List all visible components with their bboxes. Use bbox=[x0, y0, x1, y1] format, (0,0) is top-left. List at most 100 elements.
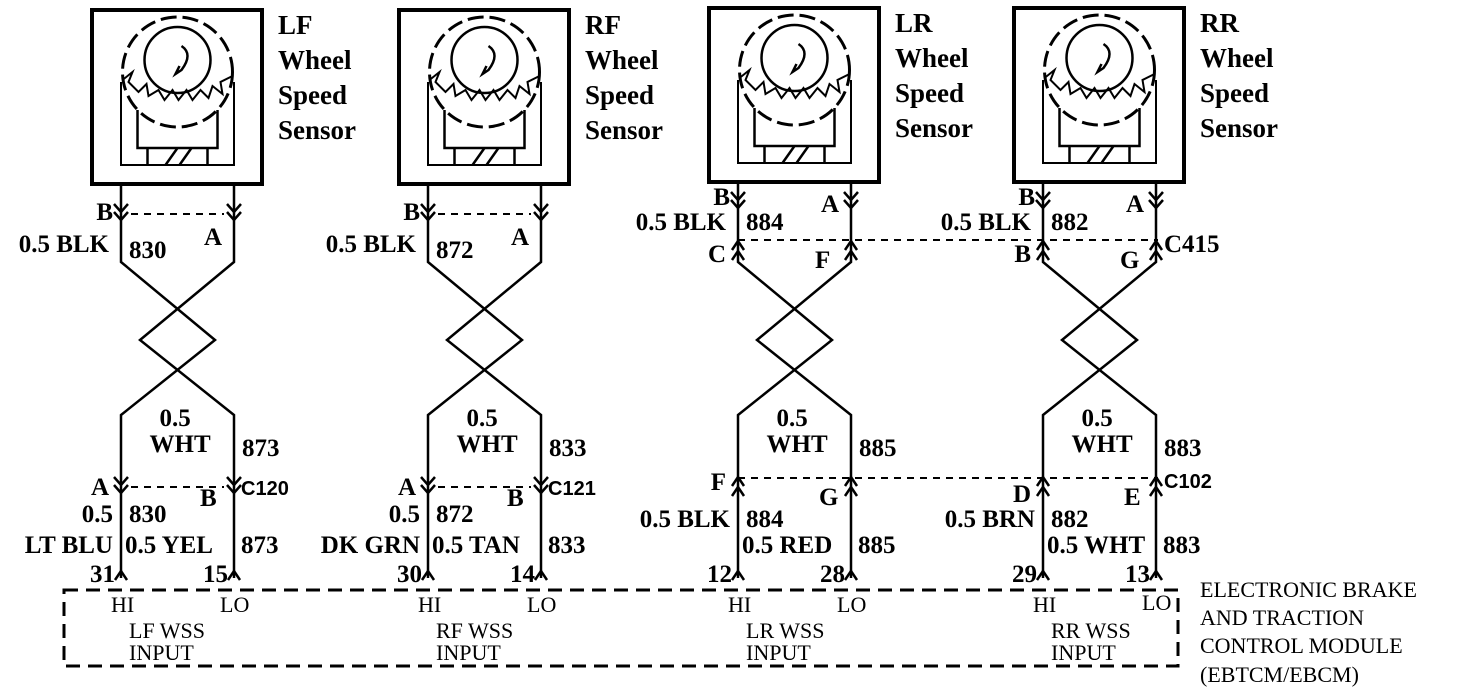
wire-color-label: 0.5 BLK bbox=[19, 231, 110, 258]
sensor-title-line: RF bbox=[585, 10, 621, 40]
connector-terminal-icon bbox=[226, 476, 242, 495]
circuit-number-label: 830 bbox=[129, 237, 167, 264]
wire-color-label: WHT bbox=[767, 431, 828, 458]
connector-terminal-icon bbox=[843, 568, 859, 581]
module-label-line: CONTROL MODULE bbox=[1200, 633, 1403, 658]
connector-terminal-icon bbox=[533, 568, 549, 581]
circuit-number-label: 872 bbox=[436, 501, 474, 528]
sensor-title-line: RR bbox=[1200, 8, 1239, 38]
twisted-pair-wires bbox=[736, 182, 853, 578]
connector-terminal-icon bbox=[730, 248, 746, 261]
terminal-number-label: 14 bbox=[510, 561, 536, 588]
module-input-name: RF WSS bbox=[436, 618, 513, 643]
terminal-number-label: 30 bbox=[397, 561, 422, 588]
module-label-line: (EBTCM/EBCM) bbox=[1200, 662, 1359, 687]
connector-terminal-icon bbox=[1035, 484, 1051, 497]
sensor-title-line: Sensor bbox=[278, 115, 356, 145]
twisted-pair-wires bbox=[426, 184, 543, 578]
sensor-icon bbox=[120, 15, 235, 166]
connector-terminal-icon bbox=[226, 568, 242, 581]
connector-pin-label: B bbox=[96, 199, 113, 226]
circuit-number-label: 873 bbox=[242, 435, 280, 462]
sensor-title-line: LR bbox=[895, 8, 933, 38]
circuit-number-label: 833 bbox=[549, 435, 587, 462]
module-hi-label: HI bbox=[728, 592, 751, 617]
connector-id-label: C120 bbox=[241, 478, 289, 500]
wire-gauge-label: 0.5 bbox=[1082, 405, 1113, 432]
connector-terminal-icon bbox=[1035, 474, 1051, 487]
module-input-label: INPUT bbox=[129, 640, 194, 665]
sensor-title-line: Sensor bbox=[895, 113, 973, 143]
connector-terminal-icon bbox=[730, 484, 746, 497]
wire-gauge-label: 0.5 bbox=[467, 405, 498, 432]
wire-color-label: 0.5 RED bbox=[742, 532, 832, 559]
sensor-icon bbox=[737, 13, 852, 164]
circuit-number-label: 885 bbox=[858, 532, 896, 559]
wire-gauge-label: 0.5 bbox=[389, 501, 420, 528]
terminal-number-label: 15 bbox=[203, 561, 228, 588]
sensor-box bbox=[1012, 6, 1186, 184]
connector-terminal-icon bbox=[113, 568, 129, 581]
connector-terminal-icon bbox=[843, 238, 859, 251]
wire-color-label: 0.5 YEL bbox=[125, 532, 213, 559]
connector-pin-label: A bbox=[1126, 191, 1144, 218]
sensor-title-line: Wheel bbox=[585, 45, 659, 75]
sensor-title-line: Wheel bbox=[1200, 43, 1274, 73]
ebtcm-label: ELECTRONIC BRAKE AND TRACTION CONTROL MO… bbox=[1200, 577, 1417, 687]
sensor-box bbox=[397, 8, 571, 186]
connector-pin-label: D bbox=[1013, 481, 1031, 508]
terminal-number-label: 29 bbox=[1012, 561, 1037, 588]
connector-terminal-icon bbox=[1148, 568, 1164, 581]
connector-terminal-icon bbox=[533, 476, 549, 495]
connector-terminal-icon bbox=[1035, 238, 1051, 251]
terminal-number-label: 28 bbox=[820, 561, 845, 588]
wire-color-label: 0.5 BRN bbox=[945, 506, 1035, 533]
connector-terminal-icon bbox=[420, 203, 436, 222]
sensor-circuit-rr: RR Wheel Speed Sensor B A 0.5 BLK 882 B G C415 0.5W… bbox=[941, 6, 1278, 665]
connector-terminal-icon bbox=[843, 484, 859, 497]
connector-terminal-icon bbox=[730, 191, 746, 210]
sensor-title-line: Speed bbox=[278, 80, 347, 110]
connector-pin-label: A bbox=[821, 191, 839, 218]
module-lo-label: LO bbox=[527, 592, 556, 617]
connector-terminal-icon bbox=[730, 474, 746, 487]
circuit-number-label: 873 bbox=[241, 532, 279, 559]
connector-pin-label: B bbox=[403, 199, 420, 226]
sensor-title-line: Wheel bbox=[895, 43, 969, 73]
sensor-title-line: Speed bbox=[1200, 78, 1269, 108]
connector-pin-label: B bbox=[1018, 184, 1035, 211]
connector-terminal-icon bbox=[113, 476, 129, 495]
connector-pin-label: B bbox=[1014, 241, 1031, 268]
wire-color-label: WHT bbox=[457, 431, 518, 458]
sensor-icon bbox=[1042, 13, 1157, 164]
connector-id-label: C102 bbox=[1164, 471, 1212, 493]
wire-color-label: 0.5 WHT bbox=[1047, 532, 1145, 559]
wire-color-label: 0.5 BLK bbox=[941, 209, 1032, 236]
connector-pin-label: B bbox=[507, 485, 524, 512]
connector-pin-label: G bbox=[1120, 247, 1139, 274]
wire-color-label: DK GRN bbox=[321, 532, 420, 559]
module-lo-label: LO bbox=[220, 592, 249, 617]
connector-pin-label: A bbox=[511, 224, 529, 251]
module-input-label: INPUT bbox=[436, 640, 501, 665]
connector-id-label: C121 bbox=[548, 478, 596, 500]
circuit-number-label: 882 bbox=[1051, 506, 1089, 533]
wire-color-label: 0.5 BLK bbox=[636, 209, 727, 236]
module-input-name: RR WSS bbox=[1051, 618, 1131, 643]
connector-terminal-icon bbox=[420, 476, 436, 495]
circuit-number-label: 830 bbox=[129, 501, 167, 528]
connector-terminal-icon bbox=[843, 248, 859, 261]
connector-terminal-icon bbox=[1035, 248, 1051, 261]
connector-pin-label: B bbox=[200, 485, 217, 512]
module-label-line: ELECTRONIC BRAKE bbox=[1200, 577, 1417, 602]
connector-terminal-icon bbox=[843, 191, 859, 210]
connector-terminal-icon bbox=[1148, 474, 1164, 487]
circuit-number-label: 883 bbox=[1164, 435, 1202, 462]
circuit-number-label: 882 bbox=[1051, 209, 1089, 236]
connector-terminal-icon bbox=[226, 203, 242, 222]
wire-gauge-label: 0.5 bbox=[160, 405, 191, 432]
connector-terminal-icon bbox=[533, 203, 549, 222]
